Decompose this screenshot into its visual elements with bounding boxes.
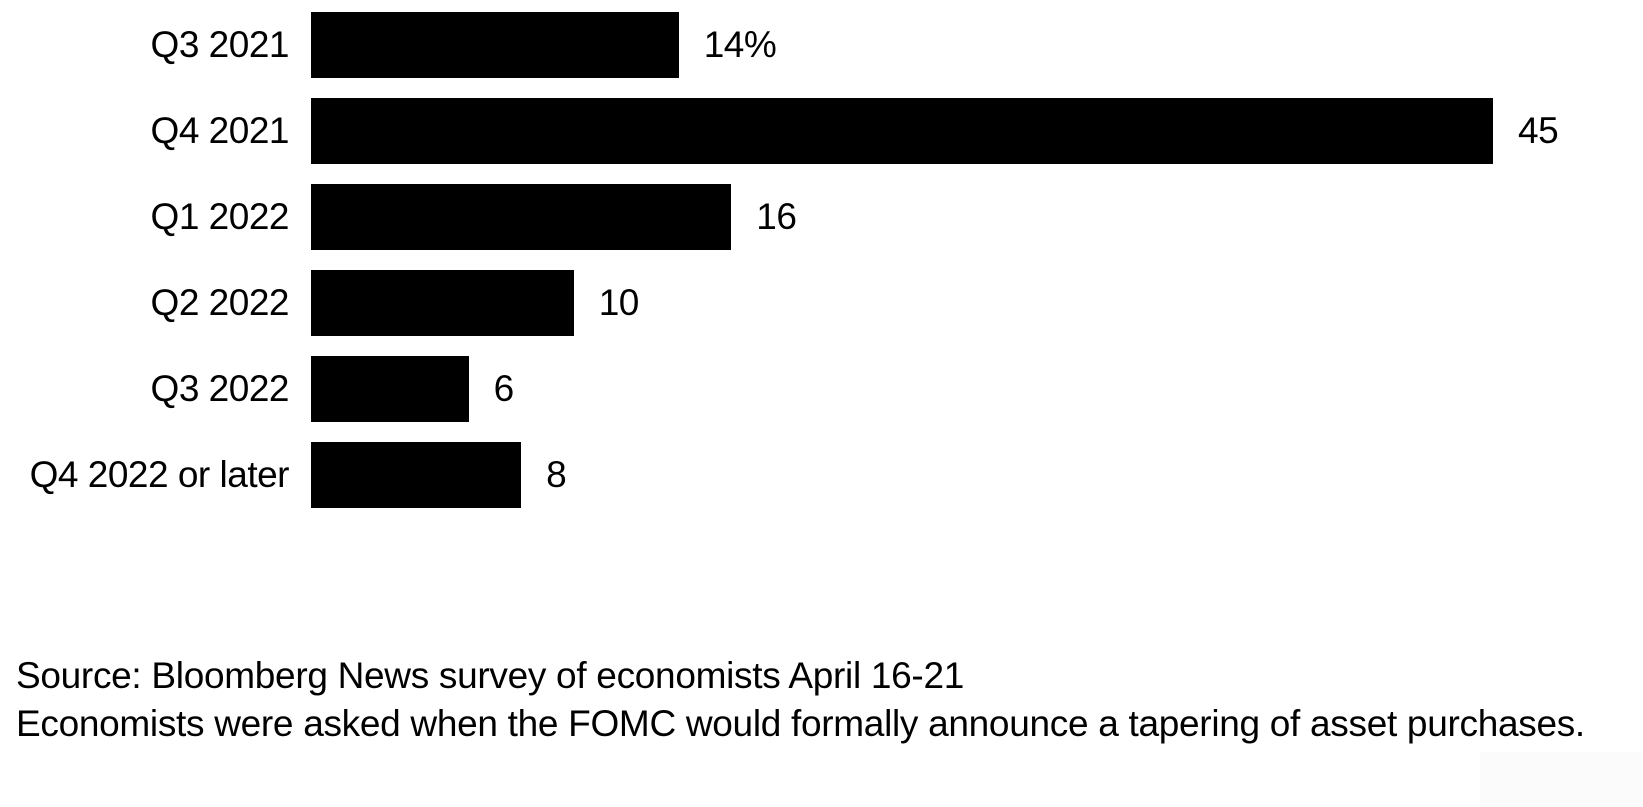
bar-row: Q4 2022 or later 8 bbox=[0, 442, 1643, 508]
category-label: Q4 2022 or later bbox=[29, 454, 290, 495]
bar-row: Q3 2022 6 bbox=[0, 356, 1643, 422]
bar-row: Q3 2021 14% bbox=[0, 12, 1643, 78]
note-text: Economists were asked when the FOMC woul… bbox=[16, 703, 1585, 744]
bar bbox=[311, 356, 469, 422]
bar-chart: Q3 2021 14% Q4 2021 45 Q1 2022 16 Q2 2022 10 Q3 … bbox=[0, 12, 1643, 528]
category-label: Q3 2022 bbox=[150, 368, 290, 409]
bar bbox=[311, 442, 522, 508]
value-label: 10 bbox=[598, 282, 640, 323]
category-label: Q2 2022 bbox=[150, 282, 290, 323]
value-label: 6 bbox=[493, 368, 515, 409]
bar bbox=[311, 12, 679, 78]
bar bbox=[311, 184, 732, 250]
value-label: 16 bbox=[756, 196, 797, 237]
chart-footer: Source: Bloomberg News survey of economi… bbox=[16, 652, 1626, 748]
value-label: 45 bbox=[1518, 110, 1559, 151]
category-label: Q4 2021 bbox=[150, 110, 290, 151]
bar bbox=[311, 270, 574, 336]
category-label: Q1 2022 bbox=[150, 196, 290, 237]
bar-row: Q1 2022 16 bbox=[0, 184, 1643, 250]
faint-watermark-area bbox=[1480, 752, 1643, 807]
bar-row: Q2 2022 10 bbox=[0, 270, 1643, 336]
source-text: Source: Bloomberg News survey of economi… bbox=[16, 655, 964, 696]
value-label: 8 bbox=[546, 454, 567, 495]
bar-row: Q4 2021 45 bbox=[0, 98, 1643, 164]
value-label: 14% bbox=[703, 24, 777, 65]
category-label: Q3 2021 bbox=[150, 24, 290, 65]
bar bbox=[311, 98, 1493, 164]
